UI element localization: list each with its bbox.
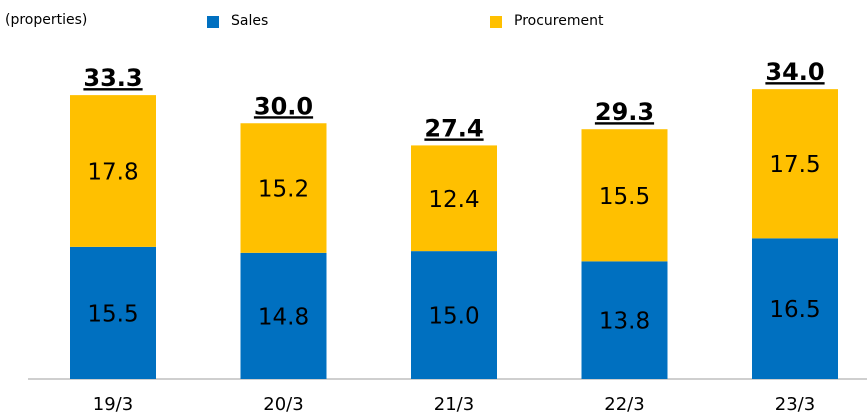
bar-segment	[411, 251, 497, 379]
segment-label: 16.5	[769, 297, 820, 323]
total-label: 34.0	[765, 58, 824, 86]
bar-segment	[240, 252, 327, 379]
bar-segment	[581, 261, 668, 379]
x-tick-label: 21/3	[434, 394, 474, 415]
total-label: 27.4	[424, 114, 483, 142]
segment-label: 15.2	[258, 177, 309, 203]
x-tick-label: 23/3	[775, 394, 815, 415]
segment-label: 15.5	[599, 184, 650, 210]
segment-label: 17.5	[769, 152, 820, 178]
total-label: 30.0	[254, 92, 313, 120]
legend-swatch	[207, 16, 219, 28]
bar-segment	[70, 95, 156, 247]
total-label: 33.3	[83, 64, 142, 92]
segment-label: 15.5	[87, 301, 138, 327]
legend-label: Procurement	[514, 13, 604, 29]
legend-label: Sales	[231, 13, 268, 29]
segment-label: 13.8	[599, 309, 650, 335]
x-tick-label: 22/3	[604, 394, 644, 415]
segment-label: 15.0	[428, 304, 479, 330]
bar-segment	[752, 238, 838, 379]
bar-segment	[411, 145, 497, 252]
x-tick-label: 20/3	[263, 394, 303, 415]
total-label: 29.3	[595, 98, 654, 126]
bar-segment	[240, 123, 327, 253]
unit-label: (properties)	[5, 12, 87, 28]
bar-segment	[581, 129, 668, 262]
segment-label: 17.8	[87, 159, 138, 185]
bar-segment	[70, 246, 156, 379]
segment-label: 14.8	[258, 304, 309, 330]
x-tick-label: 19/3	[93, 394, 133, 415]
bar-segment	[752, 89, 838, 239]
segment-label: 12.4	[428, 187, 479, 213]
legend-swatch	[490, 16, 502, 28]
